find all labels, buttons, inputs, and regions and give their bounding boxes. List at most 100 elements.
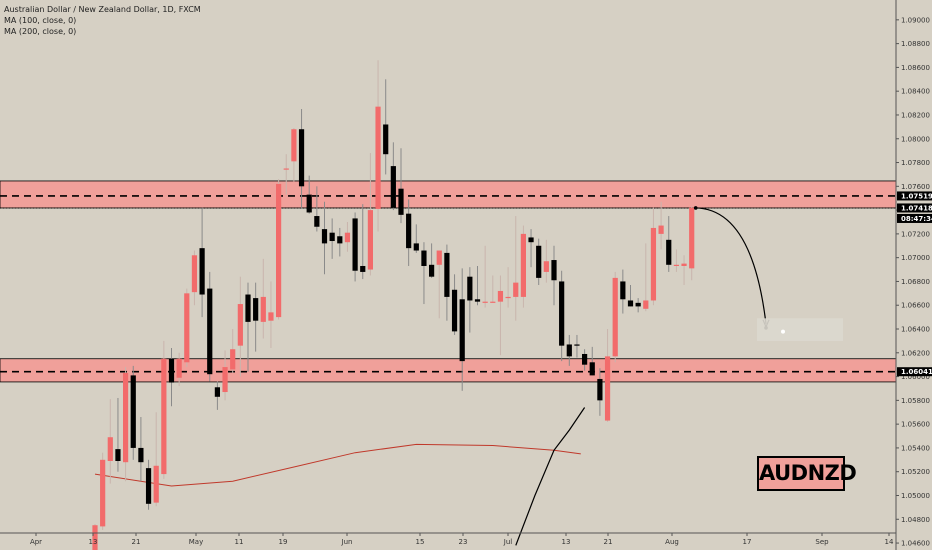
candle-body (191, 255, 198, 293)
candle-body (291, 129, 297, 162)
candle-body (429, 264, 435, 277)
time-tick-label: Jun (341, 538, 353, 546)
legend-ma200: MA (200, close, 0) (4, 27, 77, 36)
candle-body (612, 277, 618, 357)
price-tick-label: 1.06600 (901, 302, 930, 310)
candle-body (451, 289, 458, 332)
candle-body (620, 281, 626, 300)
countdown-label-bg (897, 213, 932, 223)
resistance-zone (0, 180, 897, 209)
candle-body (306, 194, 312, 213)
candle-body (145, 468, 152, 504)
candle-body (635, 302, 641, 307)
price-axis[interactable]: 1.09000 1.08800 1.08600 1.08400 1.08200 1.080… (895, 0, 932, 550)
upper-level-label: 1.07519 (901, 192, 932, 200)
candle-body (444, 252, 450, 297)
candle-body (528, 237, 534, 243)
price-tick-label: 1.08200 (901, 111, 930, 119)
time-tick-label: 19 (279, 538, 288, 546)
candle-body (513, 282, 519, 297)
time-tick-label: Apr (30, 538, 42, 546)
candle-body (329, 232, 335, 242)
price-tick-label: 1.04600 (901, 540, 930, 548)
ma100-line (515, 407, 586, 546)
candle-body (107, 437, 113, 462)
candle-body (482, 301, 488, 303)
price-tick-label: 1.07600 (901, 183, 930, 191)
candle-body (321, 229, 328, 244)
price-tick-label: 1.05600 (901, 421, 930, 429)
candle-body (344, 232, 351, 243)
candle-body (222, 367, 228, 393)
candle-body (176, 358, 182, 378)
candle-body (298, 129, 305, 187)
candle-body (260, 296, 266, 322)
time-tick-label: Sep (815, 538, 829, 546)
price-tick-label: 1.06800 (901, 278, 930, 286)
price-tick-label: 1.05200 (901, 468, 930, 476)
legend-ma100: MA (100, close, 0) (4, 16, 77, 25)
candle-body (559, 281, 565, 346)
last-price-label-bg (897, 203, 932, 213)
price-axis-bg (896, 0, 932, 550)
candle-body (673, 264, 679, 266)
candle-body (253, 298, 259, 321)
price-tick-label: 1.08600 (901, 64, 930, 72)
candle-body (337, 236, 343, 244)
time-tick-label: 13 (89, 538, 98, 546)
candle-body (543, 261, 549, 272)
time-tick-label: 21 (132, 538, 141, 546)
time-tick-label: Aug (665, 538, 679, 546)
candle-body (467, 276, 473, 301)
price-tick-label: 1.08000 (901, 135, 930, 143)
candle-body (627, 300, 634, 307)
candle-body (566, 344, 572, 357)
candle-body (658, 225, 664, 234)
price-tick-label: 1.08800 (901, 40, 930, 48)
price-tick-label: 1.07800 (901, 159, 930, 167)
time-tick-label: 17 (743, 538, 752, 546)
candle-body (459, 299, 465, 362)
candle-body (497, 290, 504, 302)
candle-body (597, 378, 603, 401)
price-tick-label: 1.06000 (901, 373, 930, 381)
candle-body (666, 239, 672, 265)
lower-level-label: 1.06041 (901, 368, 932, 376)
candle-body (536, 245, 542, 278)
price-tick-label: 1.07200 (901, 230, 930, 238)
countdown-label: 08:47:34 (901, 215, 932, 223)
time-tick-label: 13 (562, 538, 571, 546)
price-tick-label: 1.05400 (901, 444, 930, 452)
price-tick-label: 1.08400 (901, 88, 930, 96)
candle-body (650, 227, 657, 301)
candle-body (604, 356, 611, 421)
price-tick-label: 1.05000 (901, 492, 930, 500)
candle-body (406, 213, 412, 249)
candle-body (214, 387, 220, 397)
legend-title: Australian Dollar / New Zealand Dollar, … (4, 5, 201, 14)
candle-body (92, 525, 98, 550)
candle-body (689, 207, 695, 269)
symbol-label: AUDNZD (757, 456, 857, 491)
annotation-layer (693, 206, 843, 341)
candle-body (268, 312, 274, 321)
candle-body (474, 299, 481, 302)
candle-body (582, 353, 588, 365)
time-tick-label: 11 (235, 538, 244, 546)
candle-body (643, 300, 649, 309)
candle-body (375, 106, 381, 209)
candle-body (207, 288, 213, 375)
candle-body (245, 294, 251, 322)
candle-body (184, 293, 190, 363)
time-tick-label: May (189, 538, 203, 546)
price-tick-label: 1.04800 (901, 516, 930, 524)
time-axis[interactable]: Apr 13 21 May 11 19 Jun 15 23 Jul 13 21 Aug 17 Sep 14 (0, 532, 896, 546)
moving-averages-layer (94, 407, 586, 546)
candle-body (574, 344, 580, 346)
candle-body (230, 349, 236, 370)
projection-arrow (694, 207, 767, 324)
candle-body (161, 358, 167, 475)
candle-body (520, 233, 526, 297)
target-box-marker (781, 329, 785, 334)
